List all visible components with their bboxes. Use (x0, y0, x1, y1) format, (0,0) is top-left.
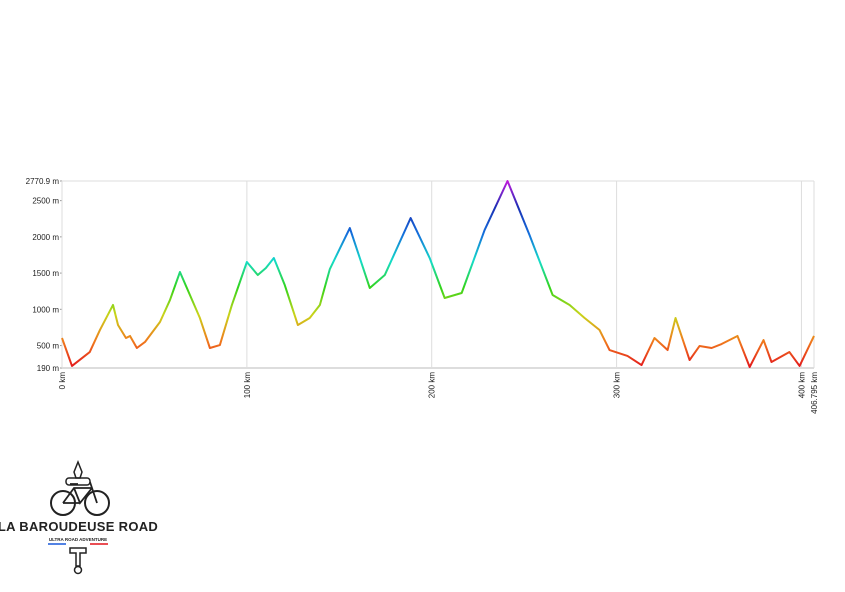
logo-nib (73, 459, 83, 479)
x-tick-label: 100 km (243, 372, 252, 399)
x-tick-label: 400 km (797, 372, 806, 399)
y-tick-label: 2770.9 m (26, 177, 60, 186)
logo-frame (62, 481, 98, 505)
logo-bag (65, 477, 91, 486)
x-tick-label: 200 km (428, 372, 437, 399)
logo-pen-tip (73, 565, 83, 575)
logo-title: LA BAROUDEUSE ROAD (0, 519, 158, 534)
logo-pen (69, 547, 87, 567)
y-tick-label: 1000 m (32, 305, 59, 314)
y-tick-label: 500 m (37, 342, 60, 351)
logo-wheel (84, 490, 110, 516)
logo: LA BAROUDEUSE ROAD ULTRA ROAD ADVENTURE (0, 459, 158, 575)
y-tick-label: 2000 m (32, 233, 59, 242)
x-tick-label: 0 km (58, 372, 67, 390)
y-tick-label: 1500 m (32, 269, 59, 278)
x-tick-label: 406.795 km (810, 372, 819, 414)
y-tick-label: 190 m (37, 364, 60, 373)
logo-subtitle: ULTRA ROAD ADVENTURE (49, 537, 107, 542)
x-tick-label: 300 km (613, 372, 622, 399)
y-tick-label: 2500 m (32, 197, 59, 206)
elevation-line (61, 179, 815, 368)
